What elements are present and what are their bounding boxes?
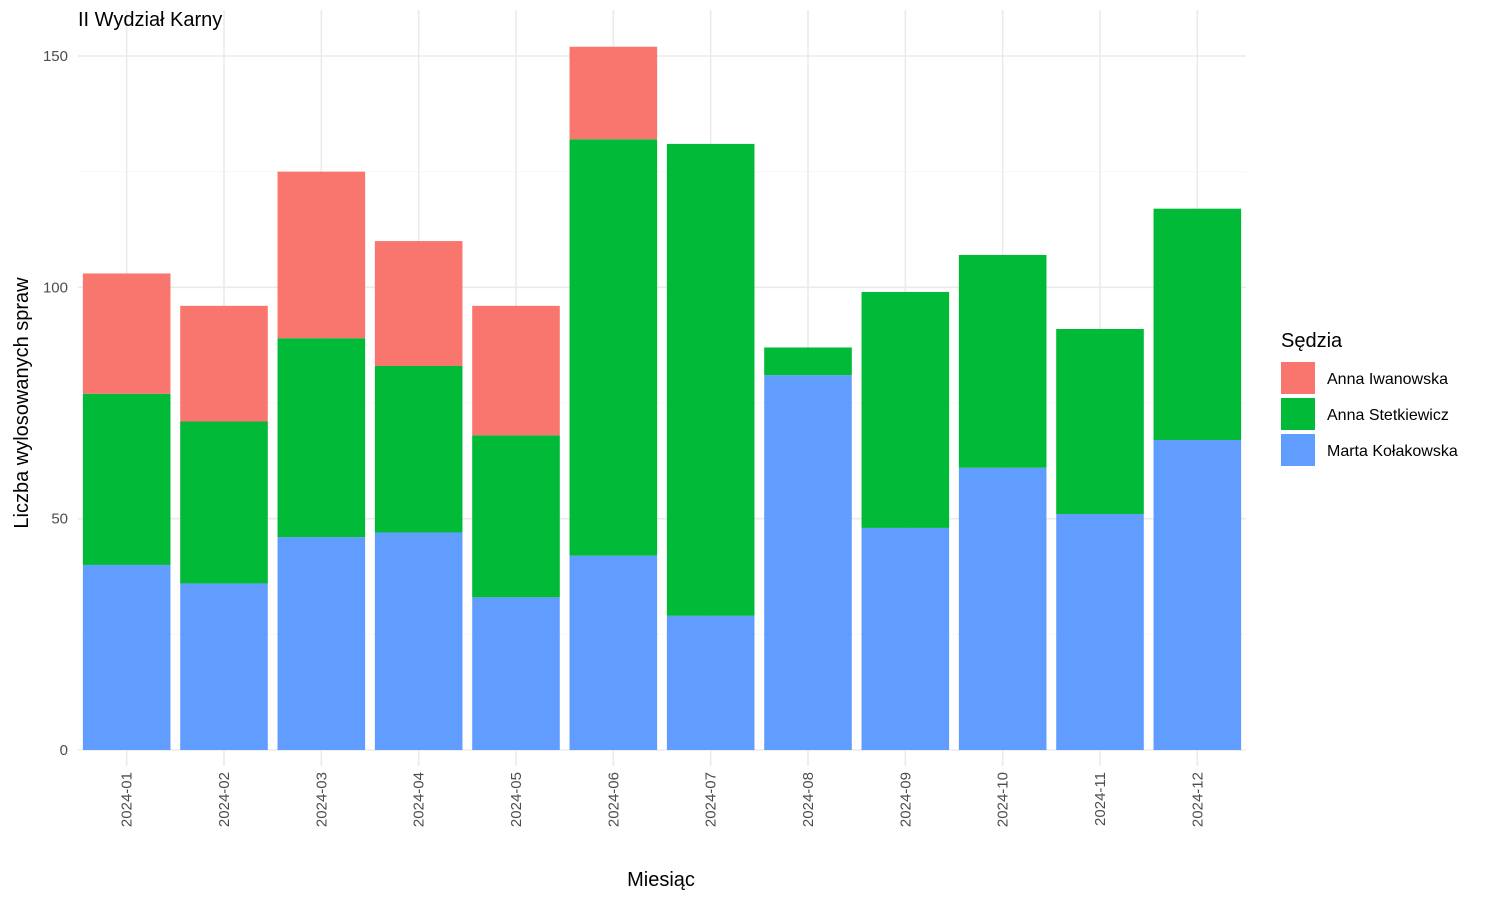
bar-segment bbox=[472, 435, 560, 597]
x-tick-label: 2024-04 bbox=[411, 772, 428, 827]
bar-segment bbox=[472, 597, 560, 750]
x-tick-labels: 2024-01 2024-02 2024-03 2024-04 2024-05 2024-… bbox=[119, 772, 1207, 827]
bar-segment bbox=[764, 347, 852, 375]
legend-label: Anna Stetkiewicz bbox=[1327, 407, 1449, 424]
y-tick-label: 100 bbox=[43, 279, 68, 296]
x-tick-label: 2024-02 bbox=[216, 772, 233, 827]
bar-segment bbox=[667, 616, 755, 750]
bar-segment bbox=[375, 533, 463, 750]
bar-segment bbox=[862, 528, 950, 750]
bar-segment bbox=[180, 306, 268, 422]
x-tick-label: 2024-01 bbox=[119, 772, 136, 827]
x-tick-label: 2024-09 bbox=[897, 772, 914, 827]
x-tick-label: 2024-06 bbox=[605, 772, 622, 827]
bar-segment bbox=[83, 394, 171, 565]
bar-segment bbox=[83, 565, 171, 750]
bar-segment bbox=[278, 537, 366, 750]
bar-segment bbox=[1056, 514, 1144, 750]
y-tick-label: 50 bbox=[51, 511, 68, 528]
x-tick-label: 2024-03 bbox=[313, 772, 330, 827]
bars bbox=[83, 47, 1241, 750]
x-tick-label: 2024-12 bbox=[1189, 772, 1206, 827]
y-axis-title: Liczba wylosowanych spraw bbox=[11, 277, 33, 529]
bar-segment bbox=[375, 366, 463, 533]
x-tick-label: 2024-05 bbox=[508, 772, 525, 827]
legend-title: Sędzia bbox=[1281, 330, 1343, 352]
bar-segment bbox=[570, 556, 658, 750]
legend: Sędzia Anna Iwanowska Anna Stetkiewicz Mar… bbox=[1281, 330, 1458, 466]
x-tick-label: 2024-08 bbox=[800, 772, 817, 827]
x-axis-title: Miesiąc bbox=[627, 869, 695, 891]
bar-segment bbox=[1154, 209, 1242, 440]
x-tick-label: 2024-07 bbox=[703, 772, 720, 827]
bar-segment bbox=[83, 273, 171, 393]
y-tick-label: 150 bbox=[43, 48, 68, 65]
legend-label: Marta Kołakowska bbox=[1327, 443, 1458, 460]
bar-segment bbox=[278, 172, 366, 339]
bar-segment bbox=[1056, 329, 1144, 514]
bar-segment bbox=[862, 292, 950, 528]
bar-segment bbox=[472, 306, 560, 436]
y-tick-label: 0 bbox=[60, 742, 68, 759]
bar-segment bbox=[570, 47, 658, 140]
x-tick-label: 2024-11 bbox=[1092, 772, 1109, 826]
bar-segment bbox=[667, 144, 755, 616]
y-tick-labels: 0 50 100 150 bbox=[43, 48, 68, 759]
chart-title: II Wydział Karny bbox=[78, 9, 222, 31]
x-tick-label: 2024-10 bbox=[995, 772, 1012, 827]
bar-segment bbox=[1154, 440, 1242, 750]
bar-segment bbox=[375, 241, 463, 366]
legend-swatch bbox=[1281, 398, 1315, 430]
bar-segment bbox=[570, 139, 658, 555]
bar-segment bbox=[180, 583, 268, 750]
bar-segment bbox=[180, 422, 268, 584]
bar-segment bbox=[764, 375, 852, 750]
bar-segment bbox=[959, 255, 1047, 468]
legend-swatch bbox=[1281, 362, 1315, 394]
legend-label: Anna Iwanowska bbox=[1327, 371, 1448, 388]
bar-segment bbox=[278, 338, 366, 537]
bar-segment bbox=[959, 468, 1047, 750]
legend-swatch bbox=[1281, 434, 1315, 466]
